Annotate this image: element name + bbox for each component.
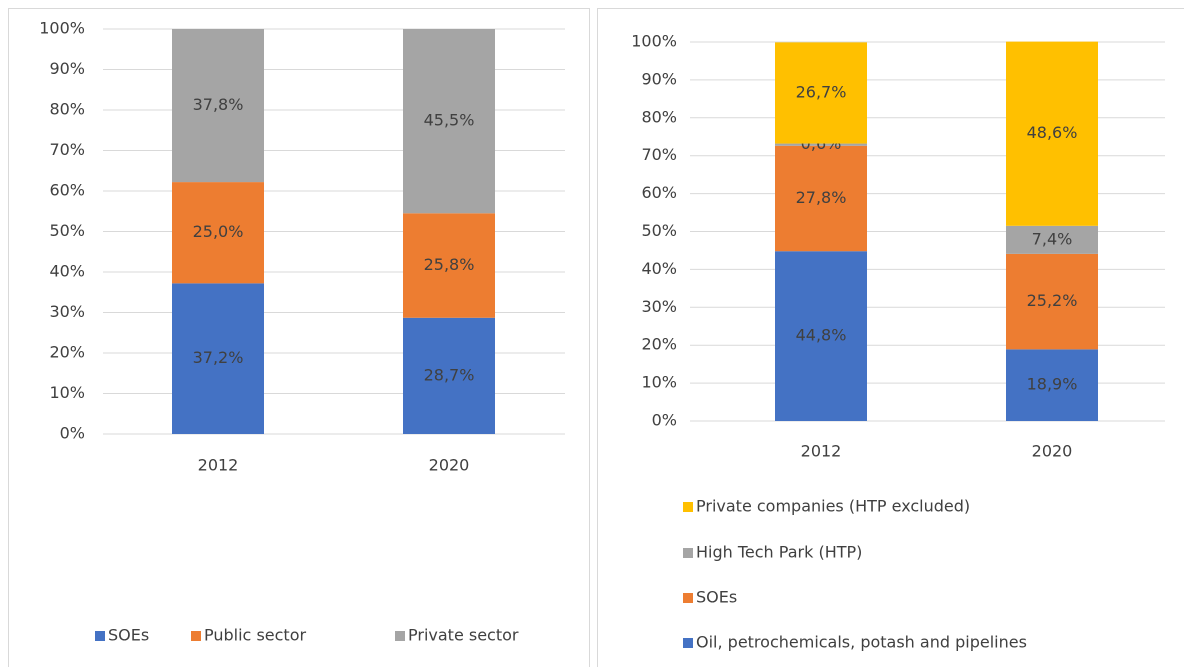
bar-segment xyxy=(1006,41,1098,226)
bar-segment xyxy=(775,251,867,421)
legend-label: High Tech Park (HTP) xyxy=(696,543,862,562)
y-tick-label: 50% xyxy=(49,221,85,240)
y-tick-label: 60% xyxy=(641,183,677,202)
x-tick-label: 2020 xyxy=(429,456,470,475)
y-tick-label: 100% xyxy=(39,19,85,38)
data-label: 7,4% xyxy=(1032,229,1073,248)
data-label: 27,8% xyxy=(796,188,847,207)
data-label: 45,5% xyxy=(424,111,475,130)
legend-swatch xyxy=(683,548,693,558)
data-label: 37,2% xyxy=(193,348,244,367)
bar-segment xyxy=(775,145,867,252)
x-tick-label: 2012 xyxy=(198,456,239,475)
y-tick-label: 80% xyxy=(641,107,677,126)
bar-segment xyxy=(172,283,264,434)
data-label: 25,0% xyxy=(193,222,244,241)
y-tick-label: 40% xyxy=(641,259,677,278)
legend-swatch xyxy=(683,638,693,648)
y-tick-label: 70% xyxy=(49,140,85,159)
panel xyxy=(597,8,1184,667)
legend-swatch xyxy=(683,593,693,603)
legend-label: Oil, petrochemicals, potash and pipeline… xyxy=(696,633,1027,652)
bar-segment xyxy=(1006,349,1098,421)
legend-swatch xyxy=(191,631,201,641)
legend-label: Private companies (HTP excluded) xyxy=(696,497,970,516)
y-tick-label: 80% xyxy=(49,100,85,119)
data-label: 44,8% xyxy=(796,326,847,345)
y-tick-label: 0% xyxy=(652,411,677,430)
bar-segment xyxy=(1006,253,1098,350)
y-tick-label: 50% xyxy=(641,221,677,240)
data-label: 37,8% xyxy=(193,95,244,114)
bar-segment xyxy=(172,29,264,183)
y-tick-label: 10% xyxy=(49,383,85,402)
bar-segment xyxy=(403,317,495,434)
legend-label: Private sector xyxy=(408,626,519,645)
data-label: 25,2% xyxy=(1027,291,1078,310)
y-tick-label: 20% xyxy=(49,343,85,362)
bar-segment xyxy=(775,42,867,144)
data-label: 48,6% xyxy=(1027,123,1078,142)
panel xyxy=(8,8,590,667)
bar-segment xyxy=(775,143,867,146)
legend-label: SOEs xyxy=(108,626,149,645)
y-tick-label: 30% xyxy=(641,297,677,316)
legend-swatch xyxy=(395,631,405,641)
y-tick-label: 100% xyxy=(631,32,677,51)
y-tick-label: 0% xyxy=(60,424,85,443)
y-tick-label: 30% xyxy=(49,302,85,321)
x-tick-label: 2020 xyxy=(1032,442,1073,461)
legend-swatch xyxy=(683,502,693,512)
data-label: 18,9% xyxy=(1027,375,1078,394)
legend-label: Public sector xyxy=(204,626,306,645)
data-label: 25,8% xyxy=(424,255,475,274)
y-tick-label: 90% xyxy=(49,59,85,78)
legend-label: SOEs xyxy=(696,588,737,607)
y-tick-label: 60% xyxy=(49,181,85,200)
data-label: 26,7% xyxy=(796,82,847,101)
bar-segment xyxy=(403,29,495,214)
legend-swatch xyxy=(95,631,105,641)
y-tick-label: 90% xyxy=(641,69,677,88)
y-tick-label: 10% xyxy=(641,373,677,392)
y-tick-label: 70% xyxy=(641,145,677,164)
x-tick-label: 2012 xyxy=(801,442,842,461)
bar-segment xyxy=(403,213,495,318)
y-tick-label: 20% xyxy=(641,335,677,354)
bar-segment xyxy=(172,182,264,284)
bar-segment xyxy=(1006,225,1098,254)
data-label: 28,7% xyxy=(424,365,475,384)
y-tick-label: 40% xyxy=(49,262,85,281)
